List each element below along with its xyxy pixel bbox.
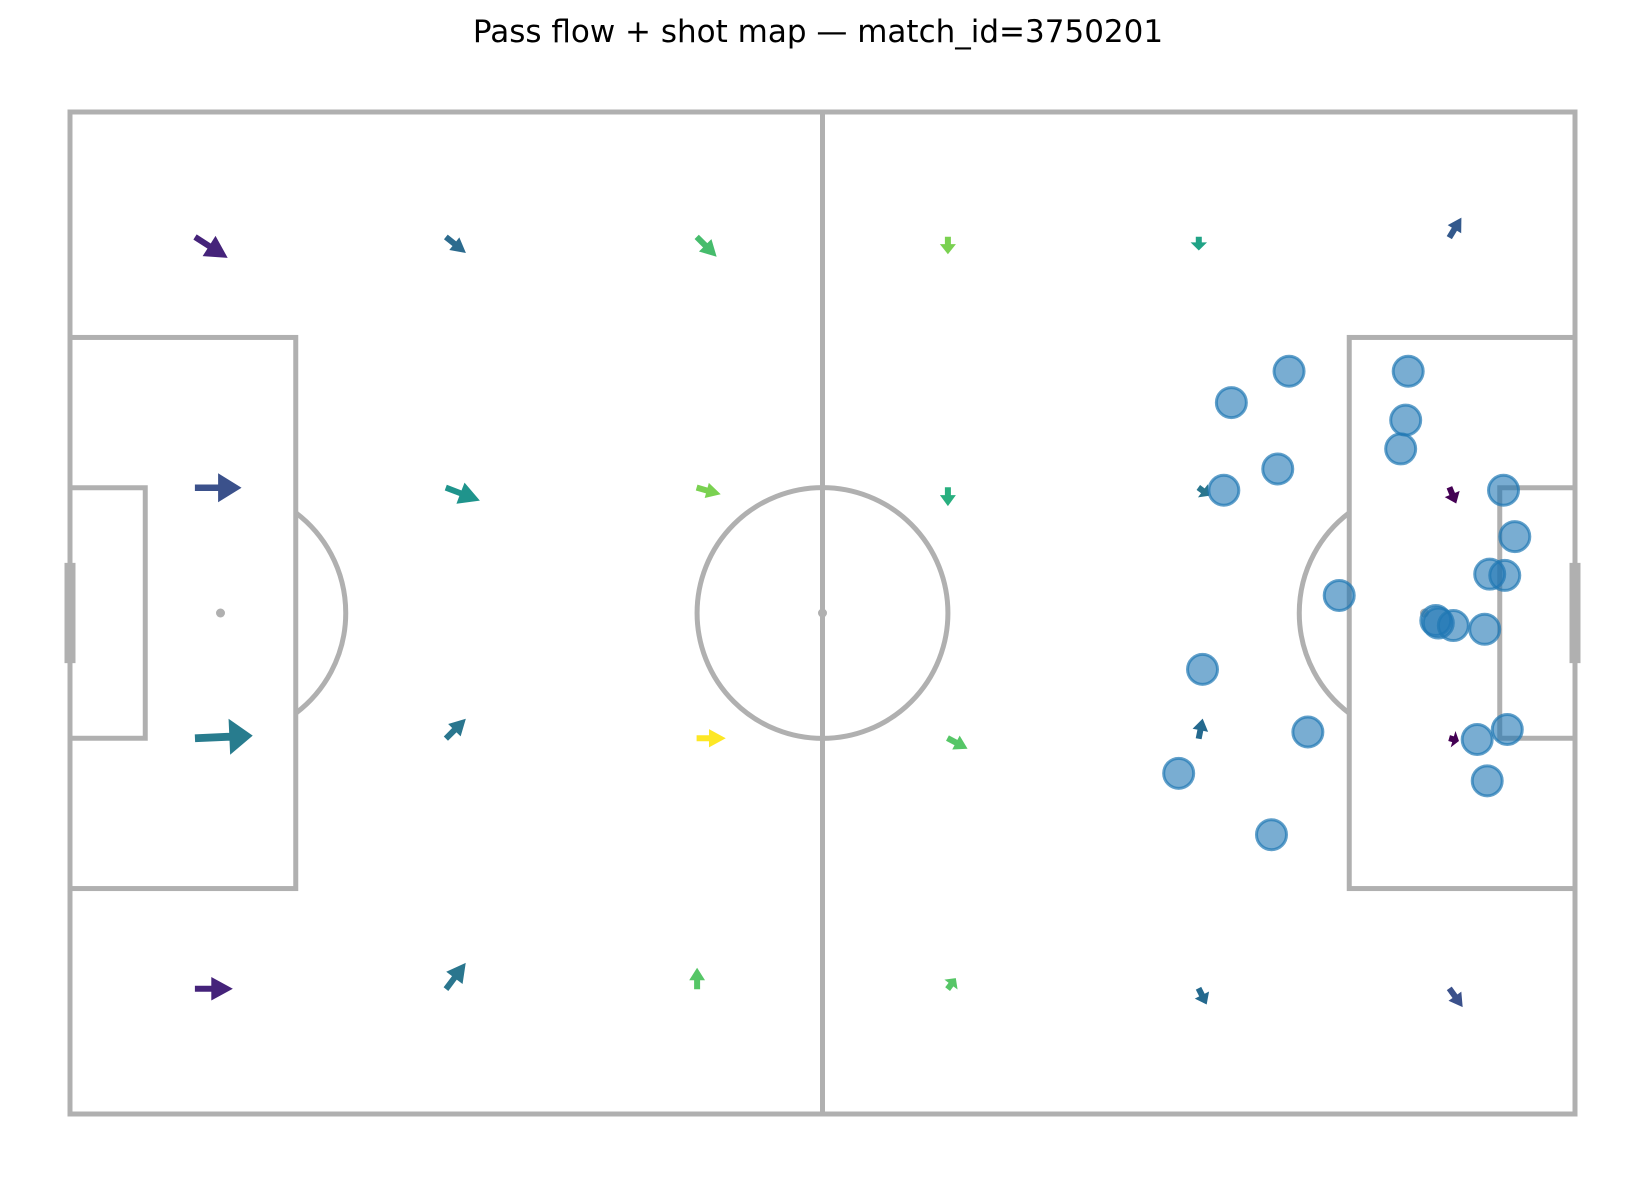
pass-flow-arrow: [1446, 986, 1463, 1008]
shot-point: [1460, 723, 1494, 757]
chart-title: Pass flow + shot map — match_id=3750201: [472, 14, 1164, 50]
pass-flow-arrow: [1444, 486, 1460, 504]
pass-flow-arrow: [194, 473, 242, 503]
pass-flow-arrow: [1192, 718, 1209, 740]
pass-flow-arrow: [696, 729, 726, 748]
shot-point: [1391, 354, 1425, 388]
shot-point: [1490, 712, 1524, 746]
pass-flow-arrow: [194, 976, 233, 1001]
pass-flow-arrow: [939, 487, 956, 507]
shot-point: [1214, 386, 1248, 420]
pass-flow-arrow: [443, 234, 466, 253]
penalty-arc-left: [294, 510, 349, 716]
pass-flow-arrow: [695, 482, 721, 498]
shot-point: [1162, 756, 1196, 790]
pass-flow-arrow: [194, 718, 253, 755]
shot-point: [1207, 473, 1241, 507]
centre-spot: [818, 608, 827, 618]
shot-point: [1488, 558, 1522, 592]
shot-point: [1470, 764, 1504, 798]
shot-point: [1322, 578, 1356, 612]
shot-point: [1272, 354, 1306, 388]
pass-flow-arrow: [193, 234, 228, 258]
penalty-spot-left: [216, 608, 225, 618]
shot-point: [1389, 403, 1423, 437]
shot-point: [1487, 473, 1521, 507]
pass-flow-arrow: [944, 978, 958, 992]
shot-point: [1384, 432, 1418, 466]
pass-flow-arrow: [1446, 217, 1462, 240]
pass-flow-arrow: [689, 967, 706, 990]
pitch-lines: [64, 109, 1581, 1117]
shot-point: [1261, 452, 1295, 486]
pass-flow-arrow: [939, 236, 956, 255]
shot-point: [1254, 818, 1288, 852]
pass-flow-arrows: [193, 217, 1463, 1008]
pass-flow-arrow: [1448, 730, 1459, 748]
pass-flow-arrow: [1196, 484, 1210, 498]
six-yard-box-left: [67, 485, 148, 741]
shot-point: [1436, 609, 1470, 643]
shot-point: [1186, 652, 1220, 686]
shot-point: [1291, 715, 1325, 749]
pass-flow-arrow: [1190, 236, 1208, 251]
pass-flow-arrow: [694, 234, 717, 257]
shot-point: [1498, 520, 1532, 554]
shot-points: [1162, 354, 1532, 852]
pass-flow-arrow: [946, 735, 968, 750]
shot-point: [1468, 612, 1502, 646]
penalty-arc-right: [1296, 510, 1351, 716]
pass-flow-arrow: [443, 718, 466, 741]
pass-flow-arrow: [1194, 986, 1210, 1005]
pass-flow-arrow: [443, 962, 466, 992]
centre-circle: [694, 485, 951, 741]
penalty-area-left: [67, 334, 299, 892]
pass-flow-arrow: [444, 482, 480, 504]
